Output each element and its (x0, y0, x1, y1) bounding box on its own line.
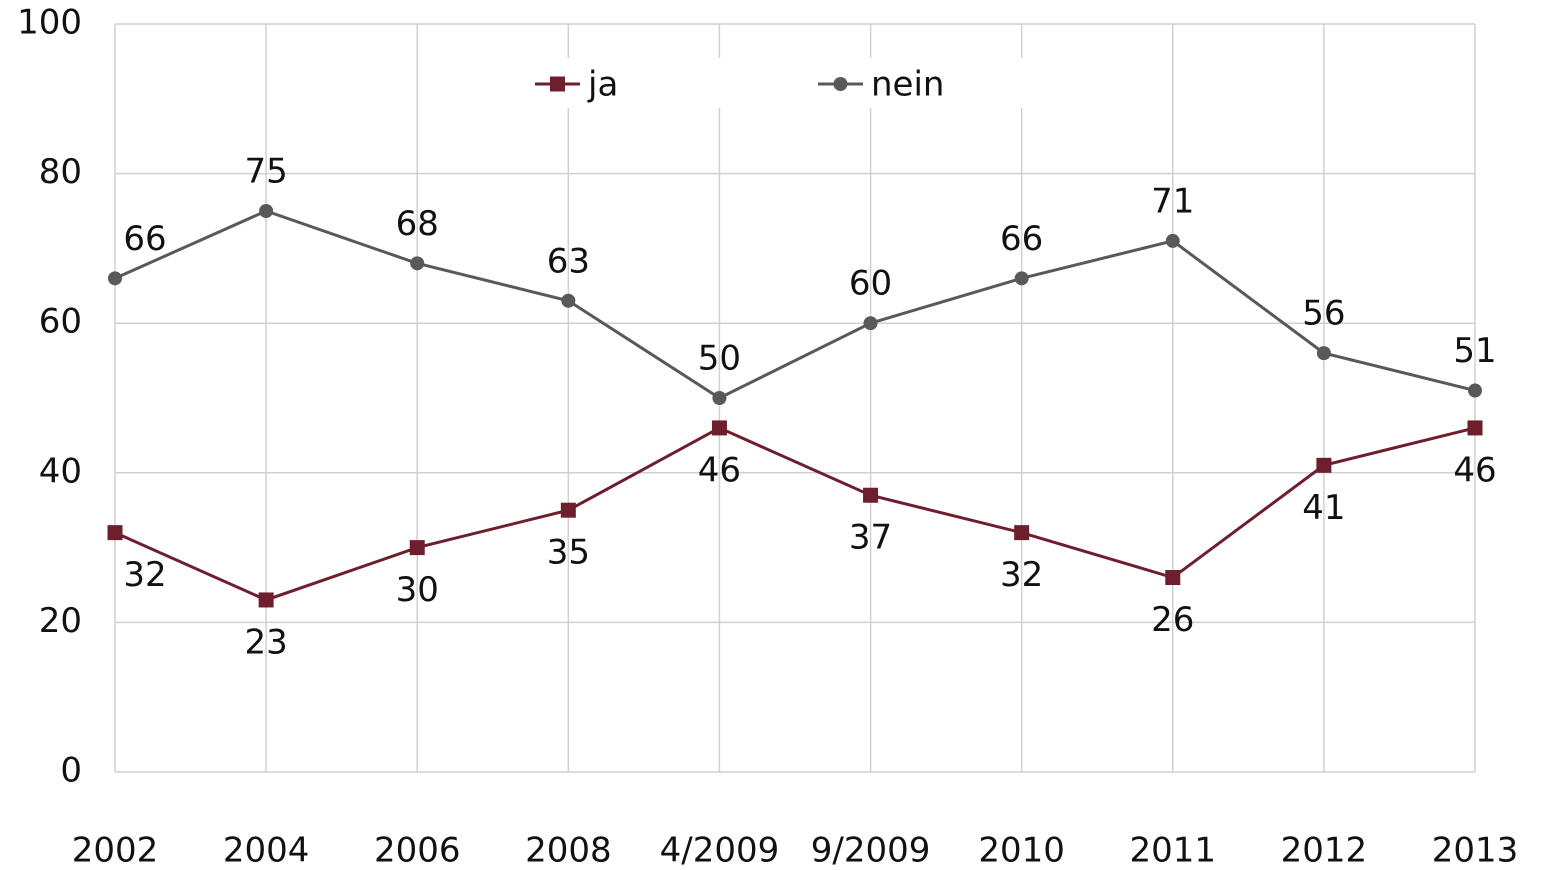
data-label: 50 (698, 339, 741, 379)
series-line (114, 426, 1476, 602)
marker (1014, 271, 1029, 286)
data-label: 68 (396, 204, 439, 244)
x-tick-label: 2008 (525, 831, 612, 870)
data-label: 46 (698, 450, 741, 490)
data-label: 56 (1302, 294, 1345, 334)
data-label: 26 (1151, 600, 1194, 640)
marker (107, 525, 123, 541)
legend-marker (833, 77, 848, 91)
legend-background (520, 58, 1025, 108)
y-tick-label: 80 (39, 152, 82, 192)
marker (863, 487, 879, 503)
marker (1014, 525, 1030, 541)
marker (560, 502, 576, 518)
data-label: 30 (396, 570, 439, 610)
y-tick-label: 40 (39, 451, 82, 491)
data-label: 35 (547, 533, 590, 573)
marker (1467, 420, 1483, 436)
marker (561, 293, 576, 308)
legend-marker (550, 76, 565, 92)
data-label: 32 (123, 555, 166, 595)
marker (711, 420, 727, 436)
data-label: 41 (1302, 488, 1345, 528)
legend-label: nein (871, 65, 944, 105)
y-tick-label: 100 (17, 3, 82, 43)
data-label: 75 (244, 152, 287, 192)
y-tick-label: 0 (60, 751, 82, 791)
data-label: 37 (849, 518, 892, 558)
x-tick-label: 2006 (374, 831, 461, 870)
data-label: 66 (123, 219, 166, 259)
data-label: 63 (547, 241, 590, 281)
data-label: 60 (849, 264, 892, 304)
marker (712, 391, 727, 405)
data-label: 71 (1151, 181, 1194, 221)
data-label: 66 (1000, 219, 1043, 259)
marker (258, 592, 274, 608)
x-tick-label: 2012 (1281, 831, 1368, 870)
data-label: 51 (1453, 331, 1496, 371)
data-label: 23 (244, 622, 287, 662)
marker (863, 316, 878, 331)
data-label: 46 (1453, 450, 1496, 490)
marker (409, 540, 425, 556)
marker (1165, 570, 1181, 586)
legend-label: ja (587, 65, 618, 105)
y-tick-label: 20 (39, 601, 82, 641)
marker (1165, 233, 1180, 248)
x-tick-label: 2011 (1130, 831, 1217, 870)
marker (1316, 346, 1331, 361)
x-tick-label: 2013 (1432, 831, 1519, 870)
marker (108, 271, 122, 286)
x-tick-label: 2004 (223, 831, 310, 870)
marker (259, 204, 274, 218)
x-tick-label: 9/2009 (811, 831, 931, 870)
x-tick-label: 2002 (72, 831, 159, 870)
marker (410, 256, 425, 271)
marker (1468, 383, 1482, 398)
y-tick-label: 60 (39, 302, 82, 342)
data-label: 32 (1000, 555, 1043, 595)
series-line (114, 209, 1476, 400)
marker (1316, 457, 1332, 473)
x-tick-label: 4/2009 (660, 831, 780, 870)
x-tick-label: 2010 (978, 831, 1065, 870)
